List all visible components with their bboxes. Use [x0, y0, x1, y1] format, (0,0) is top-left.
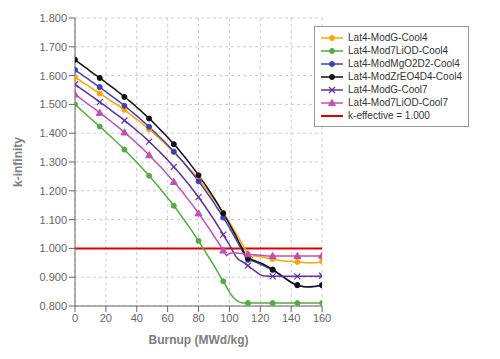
- svg-text:0.800: 0.800: [39, 300, 67, 312]
- svg-text:1.800: 1.800: [39, 12, 67, 24]
- html-text:k-effective = 1.000: k-effective = 1.000: [348, 110, 430, 121]
- svg-text:60: 60: [162, 312, 174, 324]
- svg-text:Burnup (MWd/kg): Burnup (MWd/kg): [149, 333, 249, 347]
- svg-text:20: 20: [100, 312, 112, 324]
- html-text:Lat4-ModMgO2D2-Cool4: Lat4-ModMgO2D2-Cool4: [348, 58, 460, 69]
- svg-text:1.200: 1.200: [39, 185, 67, 197]
- svg-text:140: 140: [282, 312, 300, 324]
- html-text:Lat4-ModZrEO4D4-Cool4: Lat4-ModZrEO4D4-Cool4: [348, 71, 462, 82]
- svg-text:1.500: 1.500: [39, 98, 67, 110]
- svg-text:120: 120: [251, 312, 269, 324]
- svg-text:1.100: 1.100: [39, 214, 67, 226]
- svg-text:1.700: 1.700: [39, 41, 67, 53]
- svg-text:40: 40: [131, 312, 143, 324]
- svg-text:80: 80: [192, 312, 204, 324]
- svg-text:1.300: 1.300: [39, 156, 67, 168]
- svg-text:k-infinity: k-infinity: [11, 137, 25, 187]
- svg-text:160: 160: [313, 312, 331, 324]
- svg-text:1.600: 1.600: [39, 70, 67, 82]
- html-text:Lat4-ModG-Cool4: Lat4-ModG-Cool4: [348, 32, 428, 43]
- svg-text:0.900: 0.900: [39, 271, 67, 283]
- svg-text:1.000: 1.000: [39, 242, 67, 254]
- svg-text:0: 0: [72, 312, 78, 324]
- html-text:Lat4-Mod7LiOD-Cool4: Lat4-Mod7LiOD-Cool4: [348, 45, 449, 56]
- svg-text:100: 100: [220, 312, 238, 324]
- html-text:Lat4-Mod7LiOD-Cool7: Lat4-Mod7LiOD-Cool7: [348, 97, 449, 108]
- html-text:Lat4-ModG-Cool7: Lat4-ModG-Cool7: [348, 84, 428, 95]
- svg-text:1.400: 1.400: [39, 127, 67, 139]
